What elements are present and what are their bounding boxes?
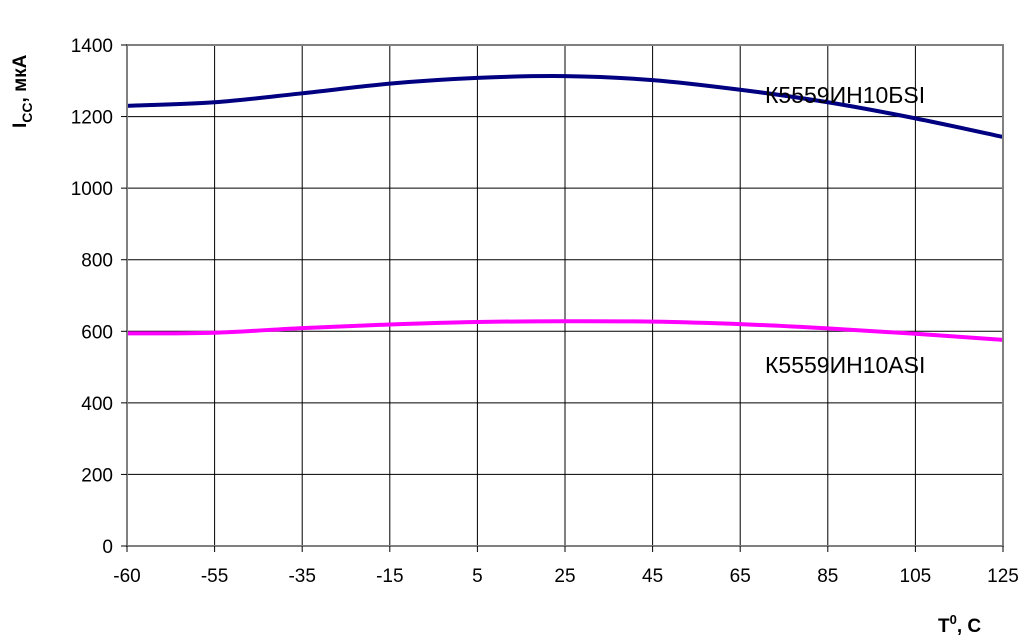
x-tick-label: -15 xyxy=(376,566,403,587)
x-tick-label: -55 xyxy=(201,566,228,587)
x-tick-label: 5 xyxy=(472,566,483,587)
series-label-k5559in10asi: К5559ИН10ASI xyxy=(765,352,925,378)
x-tick-label: 65 xyxy=(730,566,751,587)
series-line-0 xyxy=(126,74,1004,139)
y-tick-label: 1000 xyxy=(71,179,113,200)
y-tick-label: 1200 xyxy=(71,108,113,129)
series-labels: К5559ИН10БSI К5559ИН10ASI xyxy=(765,82,925,378)
x-tick-label: -35 xyxy=(288,566,315,587)
y-axis-title: ICC, мкА xyxy=(10,54,35,128)
series-label-k5559in10bsi: К5559ИН10БSI xyxy=(765,82,925,108)
x-tick-label: 25 xyxy=(554,566,575,587)
x-axis-title: T0, C xyxy=(938,612,981,637)
axes: 0 200 400 600 800 1000 1200 1400 -60 -55 -35 -15 5 25… xyxy=(71,36,1019,587)
x-tick-label: 45 xyxy=(642,566,663,587)
y-tick-label: 200 xyxy=(81,465,113,486)
series-layer xyxy=(126,74,1004,342)
y-tick-label: 600 xyxy=(81,322,113,343)
y-tick-label: 0 xyxy=(102,537,113,558)
grid-lines xyxy=(127,45,1003,546)
x-tick-label: 125 xyxy=(987,566,1019,587)
x-tick-label: -60 xyxy=(113,566,140,587)
x-tick-label: 85 xyxy=(817,566,838,587)
y-tick-label: 400 xyxy=(81,394,113,415)
y-tick-label: 800 xyxy=(81,251,113,272)
series-line-1 xyxy=(126,319,1004,342)
x-tick-label: 105 xyxy=(900,566,932,587)
y-tick-label: 1400 xyxy=(71,36,113,57)
